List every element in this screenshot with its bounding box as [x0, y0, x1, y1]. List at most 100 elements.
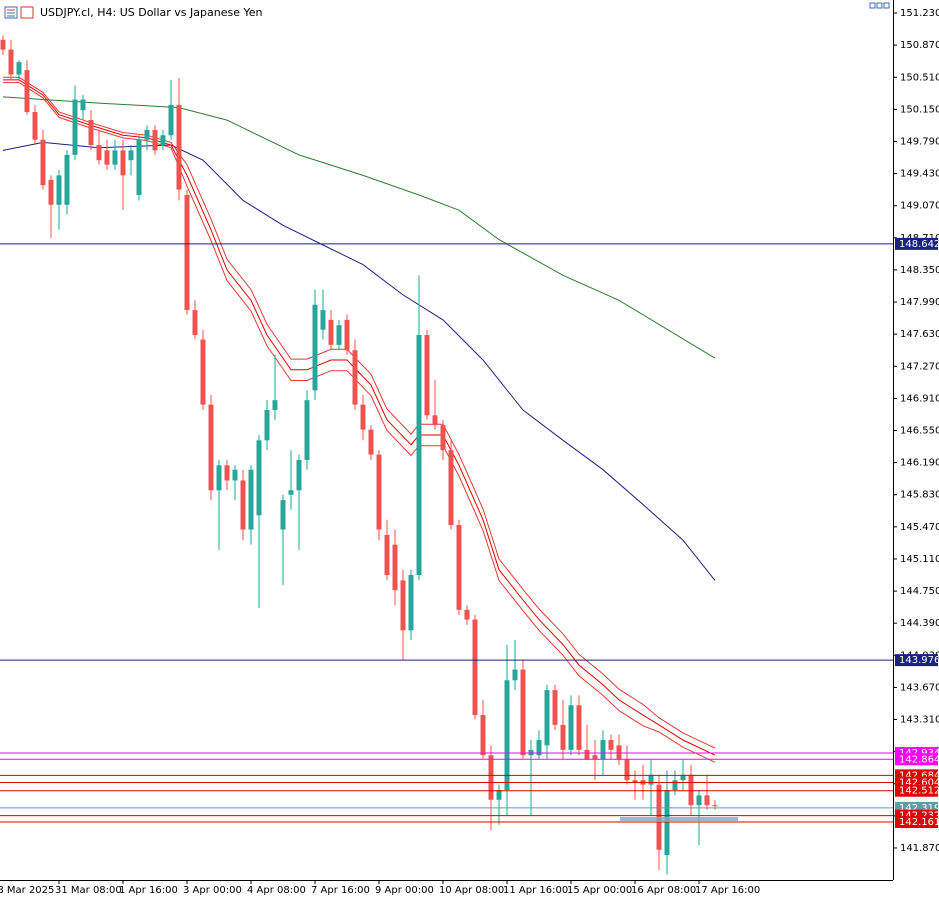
candle-body: [24, 70, 30, 113]
candle-body: [256, 440, 262, 516]
candle-body: [624, 759, 630, 781]
plot: [0, 35, 893, 875]
header: USDJPY.cl, H4: US Dollar vs Japanese Yen: [4, 2, 890, 19]
x-tick-label: 9 Apr 00:00: [375, 885, 434, 896]
candle-body: [544, 690, 550, 746]
candle-body: [536, 740, 542, 756]
candle-body: [496, 789, 502, 800]
candle-body: [320, 310, 326, 330]
candle-body: [176, 104, 182, 190]
candle-body: [552, 690, 558, 725]
candle-body: [488, 755, 494, 800]
candle-body: [264, 409, 270, 441]
candle-body: [704, 795, 710, 806]
y-tick-label: 151.230: [900, 8, 939, 19]
y-tick-label: 149.430: [900, 169, 939, 180]
candle-body: [168, 104, 174, 136]
y-tick-label: 145.110: [900, 554, 939, 565]
x-tick-label: 17 Apr 16:00: [695, 885, 760, 896]
candle-body: [520, 669, 526, 756]
candle-body: [608, 740, 614, 750]
candle-body: [392, 544, 398, 591]
window-icon[interactable]: [869, 2, 876, 9]
y-tick-label: 150.150: [900, 104, 939, 115]
candle-body: [208, 404, 214, 491]
candle-body: [432, 415, 438, 426]
y-tick-label: 149.070: [900, 201, 939, 212]
price-level-label: 143.976: [899, 655, 939, 666]
trade-icon[interactable]: [20, 6, 34, 19]
chart-title: USDJPY.cl, H4: US Dollar vs Japanese Yen: [40, 6, 263, 19]
candle-body: [472, 619, 478, 716]
candle-body: [232, 469, 238, 481]
candle-body: [600, 740, 606, 760]
x-tick-label: 3 Apr 00:00: [183, 885, 242, 896]
y-tick-label: 150.870: [900, 40, 939, 51]
y-tick-label: 146.190: [900, 458, 939, 469]
candle-body: [480, 715, 486, 756]
candle-body: [688, 774, 694, 806]
candle-body: [368, 429, 374, 455]
candle-body: [456, 525, 462, 610]
candle-body: [104, 150, 110, 165]
y-tick-label: 143.310: [900, 715, 939, 726]
y-tick-label: 150.510: [900, 72, 939, 83]
candle-body: [512, 669, 518, 681]
y-tick-label: 144.390: [900, 618, 939, 629]
candle-body: [72, 99, 78, 155]
price-level-label: 142.319: [899, 803, 939, 814]
candle-body: [120, 150, 126, 176]
y-tick-label: 141.870: [900, 843, 939, 854]
candle-body: [592, 755, 598, 760]
candle-body: [128, 150, 134, 161]
candle-body: [88, 120, 94, 146]
candle-body: [648, 774, 654, 785]
y-tick-label: 147.990: [900, 297, 939, 308]
ma-line: [2, 96, 716, 359]
candle-body: [0, 39, 6, 50]
x-tick-label: 1 Apr 16:00: [119, 885, 178, 896]
y-tick-label: 145.830: [900, 490, 939, 501]
window-icon[interactable]: [883, 2, 890, 9]
price-level-label: 142.684: [899, 770, 939, 781]
x-tick-label: 4 Apr 08:00: [247, 885, 306, 896]
price-level-box: [895, 237, 938, 250]
candle-body: [56, 175, 62, 205]
ma-line: [3, 76, 716, 749]
candle-body: [568, 705, 574, 750]
price-level-label: 148.642: [899, 239, 939, 250]
candle-body: [576, 705, 582, 750]
price-level-label: 142.512: [899, 786, 939, 797]
candle-body: [144, 129, 150, 140]
candle-body: [632, 780, 638, 783]
price-level-box: [895, 753, 938, 766]
candle-body: [200, 339, 206, 405]
candle-body: [448, 450, 454, 526]
candle-body: [344, 319, 350, 351]
candle-body: [184, 195, 190, 311]
candle-body: [80, 99, 86, 111]
candle-body: [696, 795, 702, 806]
candle-body: [248, 469, 254, 530]
candle-body: [560, 724, 566, 750]
candle-body: [680, 774, 686, 781]
candle-body: [712, 805, 718, 807]
x-tick-label: 28 Mar 2025: [0, 885, 54, 896]
zone: [620, 817, 738, 822]
candle-body: [216, 465, 222, 491]
candle-body: [584, 749, 590, 760]
candle-body: [112, 150, 118, 165]
candle-body: [528, 749, 534, 756]
y-tick-label: 147.270: [900, 361, 939, 372]
candle-body: [48, 179, 54, 205]
x-tick-label: 7 Apr 16:00: [311, 885, 370, 896]
window-icon[interactable]: [876, 2, 883, 9]
y-tick-label: 148.350: [900, 265, 939, 276]
candle-body: [40, 139, 46, 186]
candle-body: [504, 680, 510, 790]
y-tick-label: 144.750: [900, 586, 939, 597]
candle-body: [416, 335, 422, 576]
y-tick-label: 146.550: [900, 425, 939, 436]
candle-body: [336, 325, 342, 345]
candle-body: [408, 575, 414, 631]
